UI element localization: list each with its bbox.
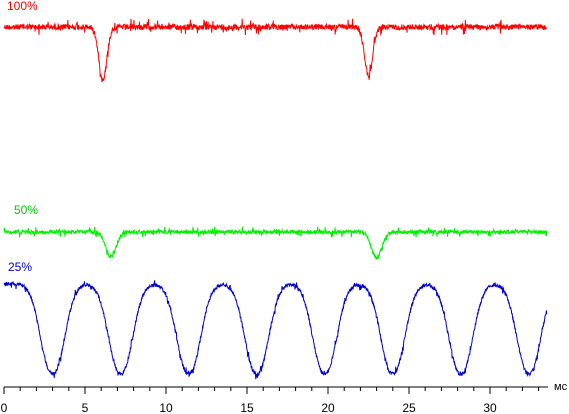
x-tick-label: 10 [159,401,173,414]
x-tick-label: 20 [321,401,335,414]
x-ticks: 0 5 10 15 20 25 30 [1,387,540,414]
x-tick-label: 0 [1,401,8,414]
series-line-50 [3,226,548,261]
series-label-50: 50% [14,203,38,217]
series-line-25 [3,280,548,380]
x-tick-label: 5 [82,401,89,414]
series-line-100 [3,18,548,83]
x-tick-label: 30 [483,401,497,414]
series-label-25: 25% [8,260,32,274]
series-label-100: 100% [7,0,38,13]
x-axis-unit-label: мс [554,381,568,393]
x-tick-label: 15 [240,401,254,414]
series-layer [3,18,548,380]
x-tick-label: 25 [402,401,416,414]
